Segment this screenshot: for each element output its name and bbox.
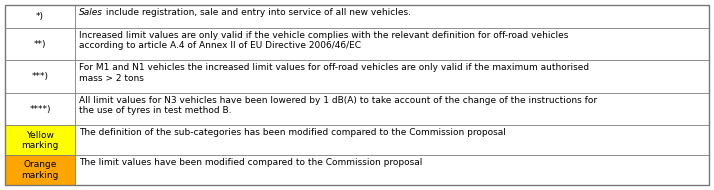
Text: ***): ***) (31, 72, 49, 81)
Text: Yellow
marking: Yellow marking (21, 131, 59, 150)
Bar (5, 155, 76, 185)
Bar (5, 5, 76, 28)
Text: The limit values have been modified compared to the Commission proposal: The limit values have been modified comp… (79, 158, 423, 167)
Bar (76, 93, 709, 125)
Bar (5, 28, 76, 60)
Text: Increased limit values are only valid if the vehicle complies with the relevant : Increased limit values are only valid if… (79, 31, 569, 50)
Text: include registration, sale and entry into service of all new vehicles.: include registration, sale and entry int… (104, 8, 411, 17)
Bar (5, 125, 76, 155)
Bar (5, 60, 76, 93)
Bar (5, 93, 76, 125)
Text: For M1 and N1 vehicles the increased limit values for off-road vehicles are only: For M1 and N1 vehicles the increased lim… (79, 63, 590, 83)
Bar (76, 28, 709, 60)
Bar (76, 5, 709, 28)
Text: The definition of the sub-categories has been modified compared to the Commissio: The definition of the sub-categories has… (79, 128, 506, 137)
Bar (76, 125, 709, 155)
Text: ****): ****) (29, 105, 51, 114)
Text: Orange
marking: Orange marking (21, 160, 59, 180)
Bar (76, 155, 709, 185)
Text: All limit values for N3 vehicles have been lowered by 1 dB(A) to take account of: All limit values for N3 vehicles have be… (79, 96, 598, 115)
Text: **): **) (34, 40, 46, 49)
Text: Sales: Sales (79, 8, 104, 17)
Text: *): *) (36, 12, 44, 21)
Bar (76, 60, 709, 93)
